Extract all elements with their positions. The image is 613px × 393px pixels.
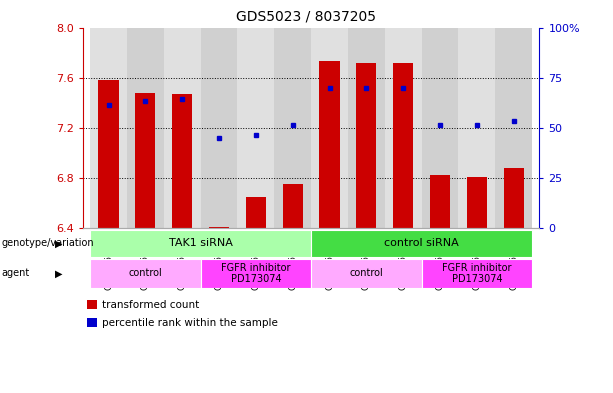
Bar xyxy=(90,28,127,228)
Text: control: control xyxy=(349,268,383,278)
Bar xyxy=(87,318,97,327)
Text: GDS5023 / 8037205: GDS5023 / 8037205 xyxy=(237,10,376,24)
Bar xyxy=(311,230,532,257)
Text: TAK1 siRNA: TAK1 siRNA xyxy=(169,238,232,248)
Bar xyxy=(164,28,200,228)
Bar xyxy=(495,28,532,228)
Bar xyxy=(459,28,495,228)
Bar xyxy=(200,28,237,228)
Bar xyxy=(127,28,164,228)
Bar xyxy=(430,175,450,228)
Text: agent: agent xyxy=(1,268,29,278)
Bar xyxy=(393,62,413,228)
Bar xyxy=(283,184,303,228)
Bar xyxy=(172,94,192,228)
Bar xyxy=(385,28,422,228)
Text: FGFR inhibitor
PD173074: FGFR inhibitor PD173074 xyxy=(221,263,291,284)
Bar xyxy=(422,259,532,288)
Bar xyxy=(135,93,156,228)
Bar xyxy=(274,28,311,228)
Bar xyxy=(246,196,266,228)
Bar xyxy=(319,61,340,228)
Bar xyxy=(311,259,422,288)
Text: control: control xyxy=(129,268,162,278)
Bar xyxy=(348,28,385,228)
Bar xyxy=(99,80,119,228)
Text: ▶: ▶ xyxy=(55,238,63,248)
Bar xyxy=(237,28,274,228)
Text: genotype/variation: genotype/variation xyxy=(1,238,94,248)
Text: control siRNA: control siRNA xyxy=(384,238,459,248)
Text: ▶: ▶ xyxy=(55,268,63,278)
Text: FGFR inhibitor
PD173074: FGFR inhibitor PD173074 xyxy=(442,263,512,284)
Bar xyxy=(422,28,459,228)
Text: transformed count: transformed count xyxy=(102,299,199,310)
Bar xyxy=(503,168,524,228)
Bar xyxy=(87,300,97,309)
Bar xyxy=(209,227,229,228)
Bar xyxy=(200,259,311,288)
Bar xyxy=(90,230,311,257)
Bar xyxy=(90,259,200,288)
Text: percentile rank within the sample: percentile rank within the sample xyxy=(102,318,278,328)
Bar xyxy=(466,176,487,228)
Bar xyxy=(356,62,376,228)
Bar xyxy=(311,28,348,228)
